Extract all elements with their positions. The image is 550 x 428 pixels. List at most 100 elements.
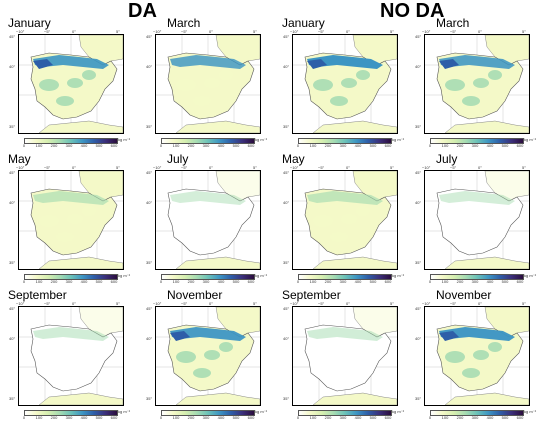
snow-core (439, 59, 459, 69)
africa-region (444, 120, 529, 133)
colorbar-tick-label: 0 (296, 279, 300, 284)
snow-map (155, 306, 261, 406)
snow-band (307, 191, 383, 205)
colorbar (298, 410, 392, 416)
colorbar-tick-label: 200 (187, 415, 195, 420)
colorbar-tick-label: 200 (456, 143, 464, 148)
map-svg (293, 307, 397, 405)
colorbar-tick-label: 0 (296, 415, 300, 420)
colorbar (24, 274, 118, 280)
map-svg (425, 35, 529, 133)
map-panel: November 45° 40° 35° −10° −5° 0° 5° 0 100 200 300 40… (414, 288, 536, 420)
lon-label: −10° (290, 165, 299, 170)
colorbar-tick-label: 600 (247, 143, 255, 148)
colorbar-tick-label: 400 (80, 143, 88, 148)
colorbar-tick-label: 0 (159, 143, 163, 148)
lat-label: 35° (146, 260, 153, 265)
lon-label: 5° (522, 165, 526, 170)
colorbar-tick-label: 300 (471, 143, 479, 148)
snow-map (292, 170, 398, 270)
colorbar (298, 138, 392, 144)
colorbar-tick-label: 0 (428, 279, 432, 284)
colorbar-tick-label: 300 (339, 415, 347, 420)
colorbar-tick-label: 400 (354, 143, 362, 148)
panel-month-title: May (282, 152, 305, 166)
lon-label: −10° (290, 301, 299, 306)
colorbar-tick-label: 200 (50, 279, 58, 284)
colorbar (24, 410, 118, 416)
snow-patch (193, 96, 211, 106)
lon-label: 0° (209, 165, 213, 170)
snow-patch (445, 351, 465, 363)
lon-label: −10° (153, 29, 162, 34)
snow-band (307, 55, 383, 69)
lat-label: 45° (9, 170, 16, 175)
colorbar-tick-label: 500 (501, 143, 509, 148)
lon-label: −5° (318, 165, 325, 170)
map-svg (425, 307, 529, 405)
lon-label: 5° (390, 301, 394, 306)
lat-label: 45° (9, 306, 16, 311)
map-panel: July 45° 40° 35° −10° −5° 0° 5° 0 100 200 300 400 500… (145, 152, 267, 284)
africa-region (175, 392, 260, 405)
colorbar-tick-label: 0 (22, 143, 26, 148)
colorbar-tick-label: 500 (232, 279, 240, 284)
colorbar-tick-label: 0 (296, 143, 300, 148)
panel-month-title: March (436, 16, 470, 30)
lat-label: 40° (283, 64, 290, 69)
lon-label: 5° (253, 29, 257, 34)
colorbar-tick-label: 200 (50, 415, 58, 420)
snow-map (18, 170, 124, 270)
colorbar-tick-label: 100 (172, 415, 180, 420)
snow-map (155, 170, 261, 270)
map-panel: March 45° 40° 35° −10° −5° 0° 5° 0 100 200 300 400 50… (414, 16, 536, 148)
snow-band (439, 55, 515, 69)
lat-label: 45° (283, 306, 290, 311)
colorbar-tick-label: 600 (110, 279, 118, 284)
colorbar-tick-label: 300 (339, 143, 347, 148)
panel-month-title: March (167, 16, 201, 30)
colorbar-tick-label: 400 (80, 279, 88, 284)
snow-patch (39, 215, 59, 227)
snow-patch (313, 79, 333, 91)
snow-patch (341, 214, 357, 224)
lat-label: 40° (146, 64, 153, 69)
snow-patch (82, 206, 96, 216)
snow-patch (330, 96, 348, 106)
lon-label: −10° (16, 301, 25, 306)
snow-map (155, 34, 261, 134)
colorbar-tick-label: 300 (202, 143, 210, 148)
colorbar (161, 274, 255, 280)
colorbar-unit: kg m⁻² (255, 137, 268, 142)
colorbar-tick-label: 600 (384, 279, 392, 284)
colorbar-tick-label: 500 (232, 415, 240, 420)
snow-patch (67, 214, 83, 224)
colorbar-tick-label: 0 (159, 279, 163, 284)
snow-patch (176, 79, 196, 91)
lon-label: −5° (44, 301, 51, 306)
africa-region (444, 392, 529, 405)
colorbar-tick-label: 400 (217, 143, 225, 148)
colorbar-tick-label: 600 (110, 415, 118, 420)
map-svg (19, 171, 123, 269)
lat-label: 40° (9, 200, 16, 205)
colorbar-tick-label: 200 (324, 143, 332, 148)
lon-label: −5° (44, 29, 51, 34)
lat-label: 45° (146, 170, 153, 175)
colorbar-tick-label: 400 (217, 415, 225, 420)
snow-patch (462, 368, 480, 378)
africa-region (312, 256, 397, 269)
colorbar-tick-label: 400 (354, 415, 362, 420)
snow-patch (488, 70, 502, 80)
africa-region (38, 256, 123, 269)
snow-patch (219, 342, 233, 352)
snow-band (439, 191, 515, 205)
colorbar-tick-label: 0 (22, 279, 26, 284)
snow-core (33, 59, 53, 69)
colorbar-tick-label: 300 (202, 415, 210, 420)
colorbar-tick-label: 600 (516, 143, 524, 148)
lon-label: 0° (346, 29, 350, 34)
map-svg (293, 171, 397, 269)
lon-label: 0° (209, 29, 213, 34)
lat-label: 35° (146, 124, 153, 129)
